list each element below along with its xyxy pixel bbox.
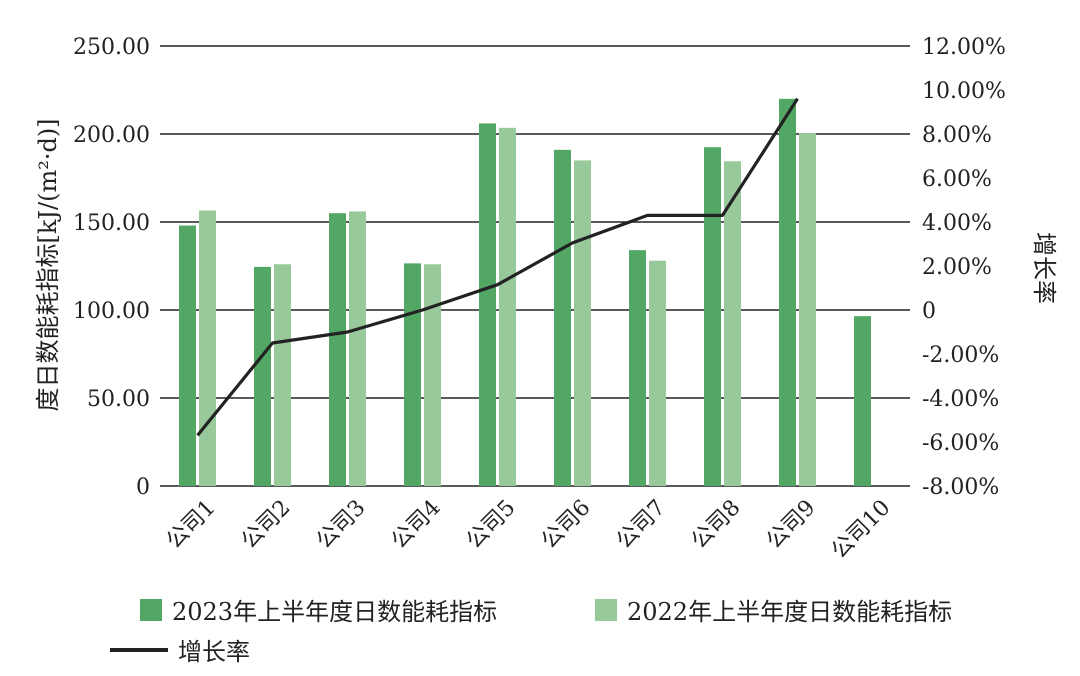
y2-tick-label: -8.00%: [922, 475, 999, 500]
bar-2022: [424, 264, 441, 486]
legend-item-rate: 增长率: [110, 632, 250, 667]
y2-tick-label: 12.00%: [922, 35, 1006, 60]
x-tick-label: 公司1: [162, 495, 221, 554]
legend-item-2023: 2023年上半年度日数能耗指标: [140, 592, 497, 627]
bar-2023: [329, 213, 346, 486]
y-tick-label: 50.00: [87, 387, 150, 412]
bar-2023: [554, 149, 571, 486]
legend-swatch-2023: [140, 598, 162, 621]
bar-2022: [499, 127, 516, 486]
x-tick-label: 公司5: [462, 495, 521, 554]
y2-tick-label: 0: [922, 299, 936, 324]
growth-rate-line: [196, 97, 799, 437]
bar-2023: [854, 316, 871, 486]
x-tick-label: 公司2: [237, 495, 296, 554]
bar-2023: [704, 147, 721, 486]
x-tick-label: 公司7: [612, 495, 671, 554]
y2-axis-title: 增长率: [1030, 232, 1058, 304]
x-tick-label: 公司4: [387, 495, 446, 554]
legend-label-2023: 2023年上半年度日数能耗指标: [172, 598, 498, 626]
legend-label-rate: 增长率: [178, 638, 250, 666]
y2-tick-label: -2.00%: [922, 343, 999, 368]
y-axis-title: 度日数能耗指标[kJ/(m²·d)]: [34, 118, 62, 411]
y2-tick-label: -4.00%: [922, 387, 999, 412]
x-tick-label: 公司9: [762, 495, 821, 554]
legend-swatch-2022: [595, 598, 617, 621]
y-tick-label: 0: [136, 475, 150, 500]
bar-2022: [724, 161, 741, 486]
y2-tick-label: 2.00%: [922, 255, 992, 280]
x-tick-label: 公司6: [537, 495, 596, 554]
y-tick-label: 250.00: [73, 35, 150, 60]
bar-2022: [649, 260, 666, 486]
bar-2023: [254, 266, 271, 486]
x-axis-ticks: 公司1 公司2 公司3 公司4 公司5 公司6 公司7 公司8 公司9 公司10: [162, 495, 896, 564]
legend-item-2022: 2022年上半年度日数能耗指标: [595, 592, 952, 627]
y-tick-label: 200.00: [73, 123, 150, 148]
bar-2022: [274, 264, 291, 486]
legend-swatch-rate: [110, 647, 168, 652]
bars: [179, 98, 871, 487]
bar-2022: [574, 160, 591, 486]
y2-tick-label: 8.00%: [922, 123, 992, 148]
bar-2023: [629, 250, 646, 486]
chart: 0 50.00 100.00 150.00 200.00 250.00 -8.00% -6.…: [34, 35, 1058, 564]
bar-2023: [179, 225, 196, 486]
left-axis-ticks: 0 50.00 100.00 150.00 200.00 250.00: [73, 35, 150, 500]
right-axis-ticks: -8.00% -6.00% -4.00% -2.00% 0 2.00% 4.00% 6.00%…: [922, 35, 1006, 500]
legend-label-2022: 2022年上半年度日数能耗指标: [627, 598, 953, 626]
y2-tick-label: 10.00%: [922, 79, 1006, 104]
bar-2022: [349, 211, 366, 486]
bar-2023: [779, 98, 796, 487]
bar-2022: [199, 210, 216, 486]
x-tick-label: 公司3: [312, 495, 371, 554]
growth-rate-polyline: [196, 97, 799, 437]
y-tick-label: 150.00: [73, 211, 150, 236]
x-tick-label: 公司8: [687, 495, 746, 554]
bar-2023: [479, 123, 496, 486]
grid-lines: [160, 45, 910, 487]
y2-tick-label: 4.00%: [922, 211, 992, 236]
y2-tick-label: 6.00%: [922, 167, 992, 192]
y-tick-label: 100.00: [73, 299, 150, 324]
y2-tick-label: -6.00%: [922, 431, 999, 456]
bar-2022: [799, 133, 816, 486]
x-tick-label: 公司10: [827, 495, 896, 564]
bar-2023: [404, 263, 421, 486]
